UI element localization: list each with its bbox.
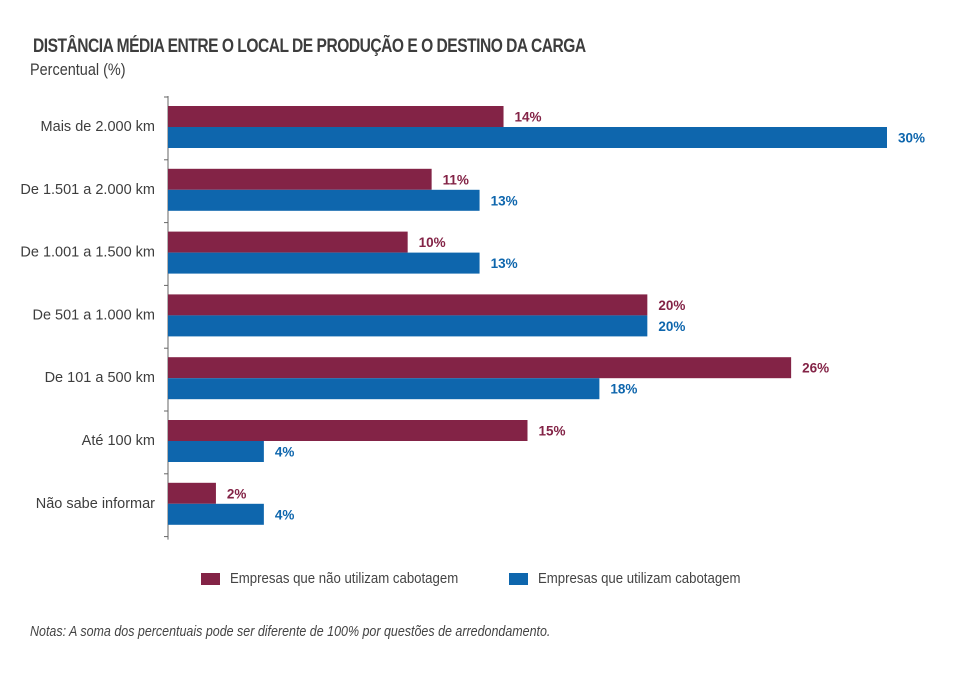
bar-utilizam <box>168 127 887 148</box>
chart-note: Notas: A soma dos percentuais pode ser d… <box>30 624 551 640</box>
bar-nao-utilizam <box>168 231 408 253</box>
bar-utilizam <box>168 503 264 525</box>
legend-item-nao-utilizam: Empresas que não utilizam cabotagem <box>201 570 489 587</box>
data-label: 4% <box>275 445 295 460</box>
data-label: 15% <box>539 424 566 439</box>
category-label: Não sabe informar <box>36 496 155 512</box>
bar-nao-utilizam <box>168 168 432 190</box>
bar-nao-utilizam <box>168 357 792 379</box>
category-label: De 101 a 500 km <box>45 370 155 386</box>
category-label: Até 100 km <box>82 433 155 449</box>
data-label: 10% <box>419 235 446 250</box>
legend-swatch-nao-utilizam <box>201 572 220 585</box>
category-label: De 1.001 a 1.500 km <box>20 245 155 261</box>
legend-item-utilizam: Empresas que utilizam cabotagem <box>509 570 768 587</box>
data-label: 4% <box>275 507 295 522</box>
category-label: Mais de 2.000 km <box>41 119 155 135</box>
bar-chart: Mais de 2.000 km 14% 30% De 1.501 a 2.000 k… <box>20 96 925 540</box>
bar-utilizam <box>168 315 648 337</box>
category-label: De 1.501 a 2.000 km <box>20 182 155 198</box>
legend-swatch-utilizam <box>509 572 528 585</box>
data-label: 20% <box>658 298 685 313</box>
legend-label-nao-utilizam: Empresas que não utilizam cabotagem <box>230 570 459 587</box>
bar-utilizam <box>168 378 600 400</box>
chart-title: DISTÂNCIA MÉDIA ENTRE O LOCAL DE PRODUÇÃ… <box>33 36 586 57</box>
bar-utilizam <box>168 189 480 211</box>
bar-nao-utilizam <box>168 294 648 316</box>
data-label: 26% <box>802 361 829 376</box>
data-label: 2% <box>227 486 247 501</box>
data-label: 20% <box>658 319 685 334</box>
legend-label-utilizam: Empresas que utilizam cabotagem <box>538 570 741 587</box>
data-label: 13% <box>491 256 518 271</box>
data-label: 18% <box>610 382 637 397</box>
bar-utilizam <box>168 252 480 274</box>
bar-nao-utilizam <box>168 106 504 127</box>
data-label: 30% <box>898 131 925 146</box>
data-label: 14% <box>515 110 542 125</box>
bar-nao-utilizam <box>168 482 216 504</box>
chart-subtitle: Percentual (%) <box>30 60 126 79</box>
bar-utilizam <box>168 441 264 462</box>
bar-nao-utilizam <box>168 420 528 441</box>
data-label: 13% <box>491 193 518 208</box>
data-label: 11% <box>443 172 469 187</box>
category-label: De 501 a 1.000 km <box>32 307 155 323</box>
